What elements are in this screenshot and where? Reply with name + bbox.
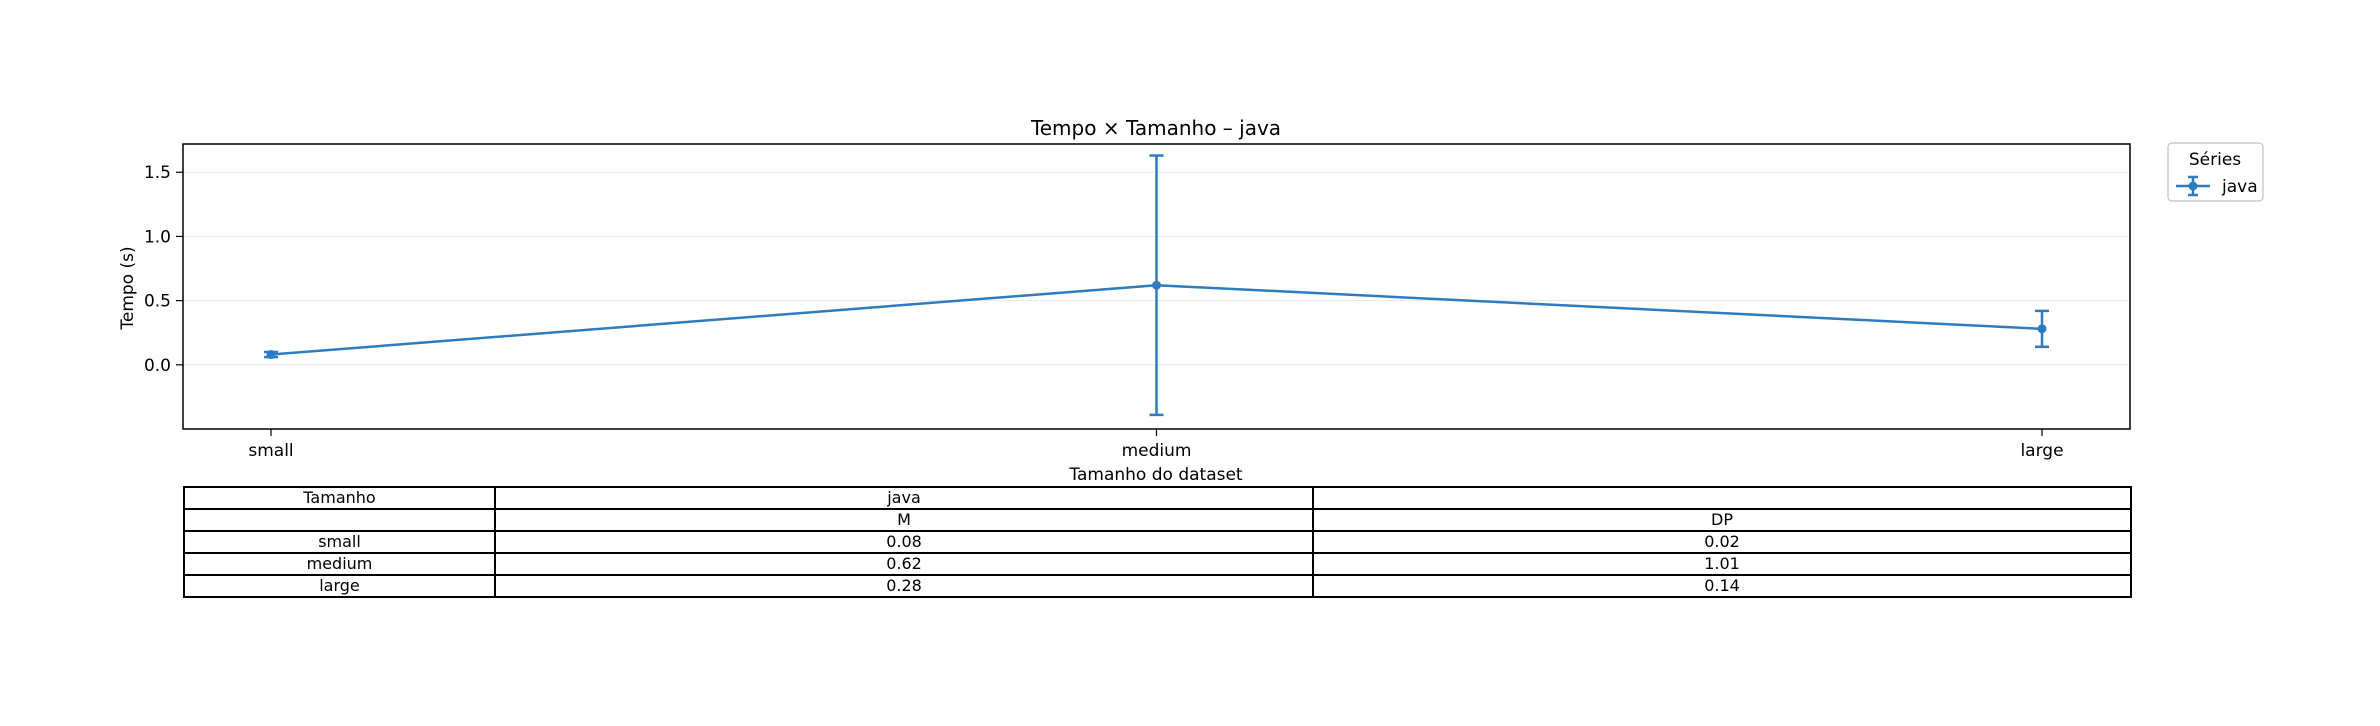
x-axis-label: Tamanho do dataset — [1068, 465, 1243, 485]
data-table: Tamanho java M DP small 0.08 0.02 medium… — [183, 486, 2132, 598]
table-cell: 0.62 — [494, 552, 1314, 576]
legend-marker-java — [2176, 175, 2210, 197]
table-row: medium 0.62 1.01 — [183, 552, 2132, 576]
table-cell: 0.02 — [1312, 530, 2132, 554]
y-tick-label: 0.5 — [144, 292, 171, 312]
y-tick-label: 1.0 — [144, 227, 171, 247]
y-axis-label: Tempo (s) — [118, 246, 138, 330]
table-header-row: Tamanho java — [183, 486, 2132, 510]
table-header-cell: DP — [1312, 508, 2132, 532]
data-point — [1152, 280, 1161, 290]
table-row: large 0.28 0.14 — [183, 574, 2132, 598]
table-subheader-row: M DP — [183, 508, 2132, 532]
x-tick-label: large — [2020, 441, 2063, 461]
legend-entry-java: java — [2221, 177, 2258, 197]
y-axis: 0.0 0.5 1.0 1.5 — [144, 163, 183, 376]
y-tick-label: 1.5 — [144, 163, 171, 183]
table-cell: 1.01 — [1312, 552, 2132, 576]
table-cell: medium — [183, 552, 496, 576]
table-cell: small — [183, 530, 496, 554]
data-point — [2037, 324, 2047, 334]
table-cell: 0.14 — [1312, 574, 2132, 598]
table-header-cell: Tamanho — [183, 486, 496, 510]
table-cell: 0.28 — [494, 574, 1314, 598]
table-header-cell — [183, 508, 496, 532]
x-tick-label: medium — [1122, 441, 1192, 461]
table-cell: large — [183, 574, 496, 598]
data-point — [266, 350, 276, 360]
table-header-cell — [1312, 486, 2132, 510]
table-cell: 0.08 — [494, 530, 1314, 554]
y-tick-label: 0.0 — [144, 356, 171, 376]
series-java — [264, 154, 2049, 417]
x-axis: small medium large — [248, 429, 2064, 461]
table-row: small 0.08 0.02 — [183, 530, 2132, 554]
chart-title: Tempo × Tamanho – java — [1030, 116, 1281, 140]
legend-title: Séries — [2189, 150, 2241, 170]
legend-point — [2188, 181, 2198, 191]
legend: Séries java — [2167, 142, 2264, 202]
x-tick-label: small — [248, 441, 293, 461]
table-header-cell: M — [494, 508, 1314, 532]
table-header-cell: java — [494, 486, 1314, 510]
